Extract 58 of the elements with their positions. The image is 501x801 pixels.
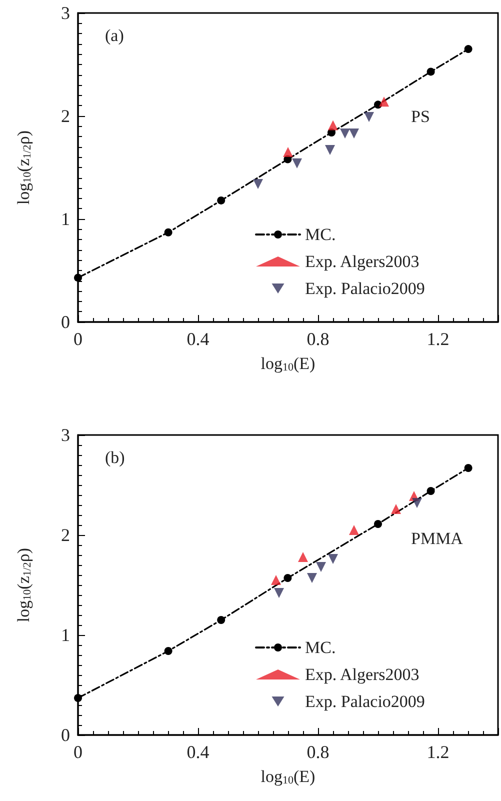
x-tick-label: 1.2 <box>426 329 450 349</box>
point <box>271 575 281 585</box>
point <box>349 525 359 535</box>
point <box>325 144 335 155</box>
point <box>284 574 292 582</box>
point <box>426 68 435 76</box>
point <box>217 196 226 204</box>
legend-label: Exp. Palacio2009 <box>305 279 425 298</box>
y-axis-title: log10(z1/2ρ) <box>14 548 34 622</box>
point <box>217 616 226 624</box>
point <box>464 45 472 54</box>
x-tick-label: 0.8 <box>306 742 330 762</box>
y-tick-label: 0 <box>61 725 70 745</box>
annotation: PS <box>411 107 430 126</box>
x-tick-label: 0 <box>74 742 82 762</box>
point <box>379 96 389 107</box>
point <box>340 128 350 139</box>
point <box>374 520 382 528</box>
x-tick-label: 0.4 <box>186 329 210 349</box>
y-tick-label: 1 <box>61 625 70 645</box>
point <box>274 588 284 598</box>
point <box>328 554 338 564</box>
x-tick-label: 0.8 <box>306 329 330 349</box>
point <box>426 487 435 495</box>
x-tick-label: 1.2 <box>426 742 450 762</box>
y-tick-label: 0 <box>61 312 70 332</box>
point <box>328 120 338 130</box>
y-tick-label: 1 <box>61 209 70 229</box>
point <box>316 562 326 572</box>
x-tick-label: 0 <box>74 329 82 349</box>
annotation: (a) <box>105 26 124 45</box>
legend-label: MC. <box>305 638 336 657</box>
point <box>292 158 302 168</box>
point <box>464 464 472 472</box>
legend-label: Exp. Algers2003 <box>305 665 420 684</box>
annotation: (b) <box>105 448 125 467</box>
point <box>307 573 317 583</box>
point <box>283 147 293 158</box>
point <box>74 694 82 702</box>
y-tick-label: 3 <box>61 3 70 23</box>
point <box>298 552 308 562</box>
y-tick-label: 2 <box>61 106 70 126</box>
x-tick-label: 0.4 <box>186 742 210 762</box>
point <box>164 647 172 655</box>
legend-label: Exp. Palacio2009 <box>305 692 425 711</box>
legend-label: MC. <box>305 225 336 244</box>
y-tick-label: 3 <box>61 425 70 445</box>
point <box>391 504 401 514</box>
point <box>253 178 263 189</box>
annotation: PMMA <box>411 529 464 548</box>
y-axis-title: log10(z1/2ρ) <box>14 130 34 205</box>
point <box>164 228 172 236</box>
y-tick-label: 2 <box>61 525 70 545</box>
point <box>412 498 422 508</box>
legend-label: Exp. Algers2003 <box>305 252 420 271</box>
point <box>364 112 374 122</box>
point <box>349 128 359 139</box>
point <box>74 274 82 282</box>
